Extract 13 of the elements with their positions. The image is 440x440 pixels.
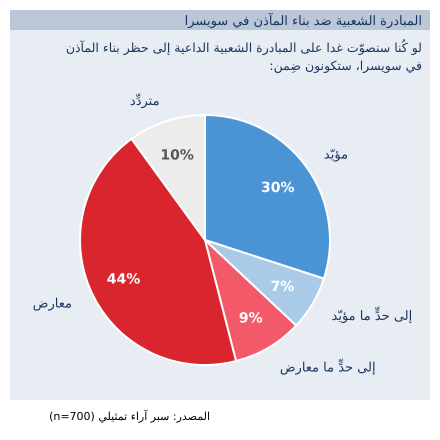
text: المصدر: سبر آراء تمثيلي (n=700) [49,409,210,423]
data-label: 10% [160,147,194,164]
chart-title: المبادرة الشعبية ضد بناء المآذن في سويسرا [184,12,422,29]
data-label: 30% [261,180,295,196]
data-label: 9% [238,310,263,326]
slice-label: إلى حدٍّ ما معارض [280,358,376,376]
slice-label: مؤيّد [324,148,348,163]
slice-label: متردِّد [130,92,160,110]
data-label: 44% [106,271,140,288]
slice-label: إلى حدٍّ ما مؤيّد [332,306,412,324]
chart-subtitle: لو كُنا سنصوّت غدا على المبادرة الشعبية الداعية إلى حظر بناء المآذن في سويسرا، ستكونون ضِمن: [66,38,422,74]
slice-label: معارض [32,296,72,312]
data-label: 7% [270,278,294,295]
